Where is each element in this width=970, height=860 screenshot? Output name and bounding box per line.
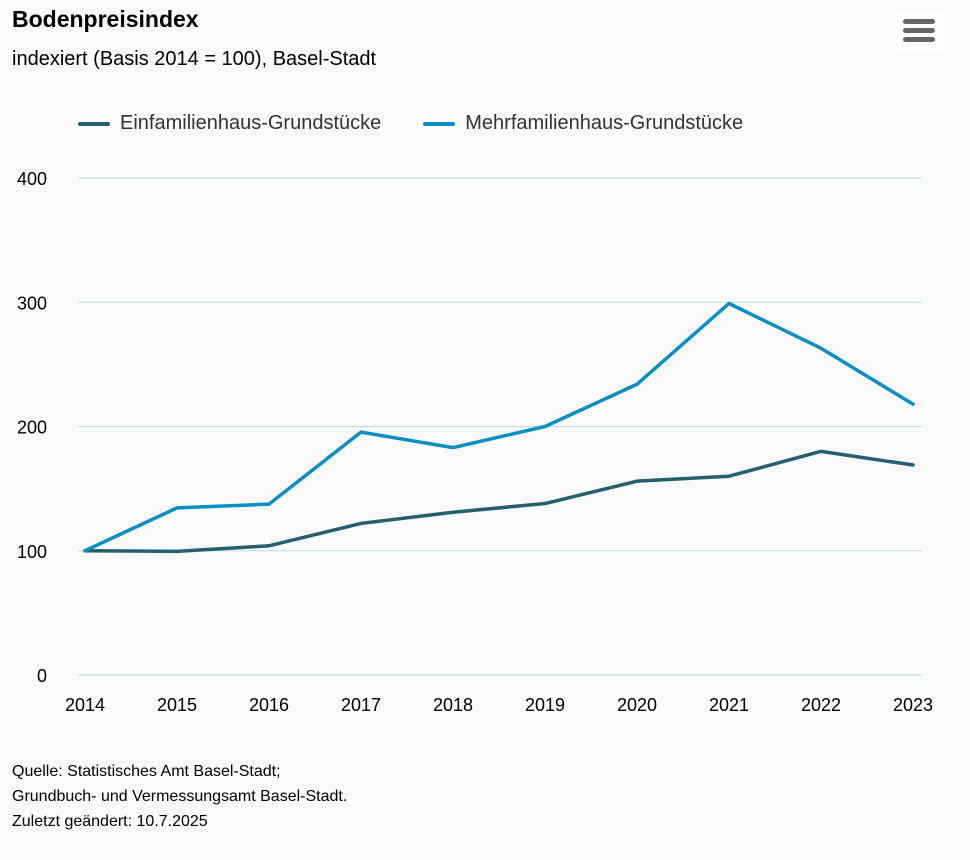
- legend-item-mehrfamilienhaus[interactable]: Mehrfamilienhaus-Grundstücke: [423, 112, 743, 135]
- source-line: Grundbuch- und Vermessungsamt Basel-Stad…: [12, 788, 348, 805]
- x-tick-label: 2016: [249, 695, 289, 715]
- legend-item-einfamilienhaus[interactable]: Einfamilienhaus-Grundstücke: [78, 112, 381, 135]
- legend-label: Einfamilienhaus-Grundstücke: [120, 112, 382, 134]
- x-tick-label: 2017: [341, 695, 381, 715]
- series-line-mehrfamilienhaus: [83, 301, 915, 553]
- x-tick-label: 2018: [433, 695, 473, 715]
- source-line: Zuletzt geändert: 10.7.2025: [12, 813, 208, 830]
- chart-subtitle: indexiert (Basis 2014 = 100), Basel-Stad…: [12, 48, 377, 70]
- x-tick-label: 2019: [525, 695, 565, 715]
- legend: Einfamilienhaus-Grundstücke Mehrfamilien…: [78, 112, 743, 135]
- source-note: Quelle: Statistisches Amt Basel-Stadt; G…: [12, 759, 347, 834]
- legend-label: Mehrfamilienhaus-Grundstücke: [465, 112, 744, 134]
- y-tick-label: 300: [17, 293, 47, 313]
- source-line: Quelle: Statistisches Amt Basel-Stadt;: [12, 763, 281, 780]
- x-tick-label: 2022: [801, 695, 841, 715]
- x-tick-label: 2015: [157, 695, 197, 715]
- line-chart: 0 100 200 300 400 2014 2015 2016 2017 2018 2019 202…: [17, 169, 933, 715]
- y-tick-label: 100: [17, 542, 47, 562]
- y-tick-label: 400: [17, 169, 47, 189]
- x-tick-label: 2021: [709, 695, 749, 715]
- x-tick-label: 2014: [65, 695, 105, 715]
- legend-swatch: [423, 121, 456, 126]
- hamburger-menu-icon[interactable]: [895, 10, 943, 52]
- y-tick-label: 0: [37, 666, 47, 686]
- y-tick-label: 200: [17, 418, 47, 438]
- series-line-einfamilienhaus: [83, 449, 915, 554]
- chart-title: Bodenpreisindex: [12, 6, 199, 32]
- legend-swatch: [78, 121, 110, 126]
- x-tick-label: 2023: [893, 695, 933, 715]
- x-tick-label: 2020: [617, 695, 657, 715]
